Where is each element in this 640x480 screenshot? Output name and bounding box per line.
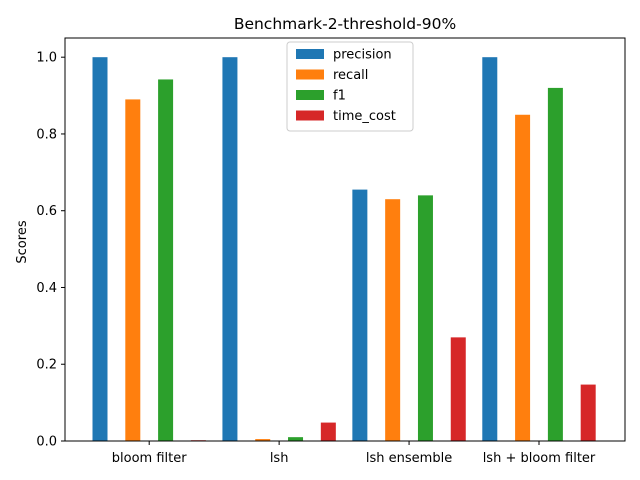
series-recall [125,99,531,441]
bar [482,57,498,441]
x-tick-label: lsh ensemble [366,451,452,466]
x-tick-label: lsh [270,451,289,466]
bar [92,57,108,441]
y-tick-label: 0.6 [36,204,57,219]
bar [580,384,596,441]
bar [288,437,304,441]
plot-frame [64,37,626,442]
bar [255,439,271,441]
legend-label: time_cost [333,109,396,124]
plot-area [92,57,596,442]
legend-swatch [296,49,324,59]
legend-label: recall [333,68,368,83]
bar [385,199,401,441]
bar [320,422,336,441]
chart-title: Benchmark-2-threshold-90% [234,15,456,33]
legend-label: f1 [333,89,346,104]
legend-label: precision [333,48,392,63]
bar [515,114,531,441]
y-axis-label: Scores [15,220,30,263]
legend-swatch [296,69,324,80]
legend: precision recall f1 time_cost [286,41,414,132]
y-tick-label: 1.0 [36,51,57,66]
y-tick-label: 0.8 [36,127,57,142]
bar [352,189,368,441]
axes: 0.0 0.2 0.4 0.6 0.8 1.0 bloom filter lsh lsh ens… [36,51,596,466]
y-tick-label: 0.4 [36,281,57,296]
bar [417,195,433,441]
x-tick-label: bloom filter [112,451,187,466]
series-f1 [158,79,563,442]
legend-swatch [296,90,324,100]
bar [450,337,466,441]
bar [222,57,238,441]
x-tick-label: lsh + bloom filter [483,451,596,466]
bar [125,99,141,441]
legend-box [286,41,414,132]
bar [547,87,563,442]
legend-swatch [296,110,324,121]
y-tick-label: 0.2 [36,358,57,373]
series-precision [92,57,498,441]
bar [158,79,174,441]
y-tick-label: 0.0 [36,435,57,450]
